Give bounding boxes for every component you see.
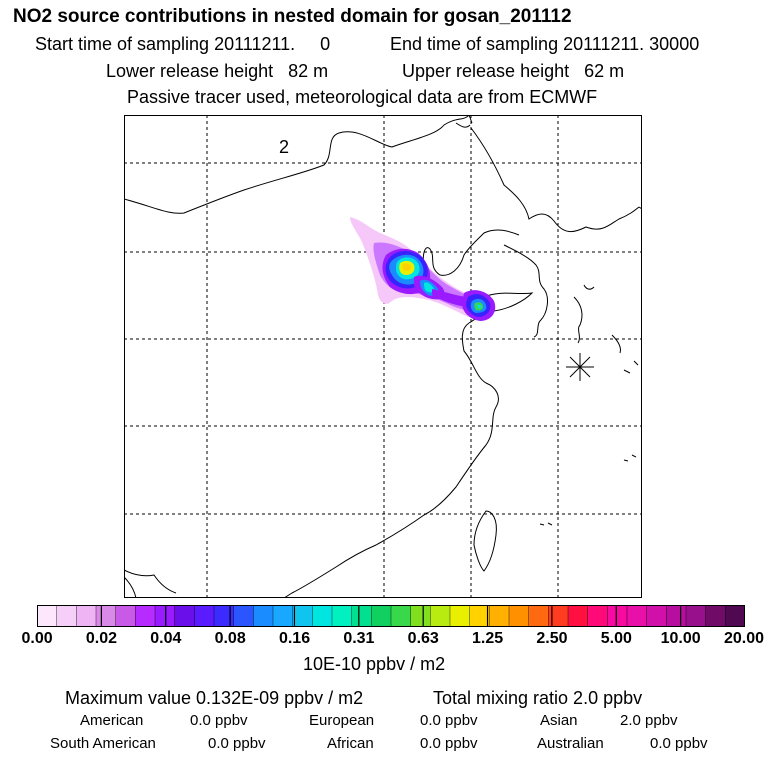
colorbar-cell: [233, 605, 255, 627]
colorbar-tick-label: 0.63: [407, 630, 439, 647]
colorbar-tick-label: 5.00: [600, 630, 632, 647]
colorbar-cell: [430, 605, 451, 627]
colorbar-cell: [174, 605, 196, 627]
colorbar-cell: [213, 605, 235, 627]
colorbar-cell: [76, 605, 97, 627]
colorbar-cell: [626, 605, 648, 627]
colorbar-tick-label: 0.08: [214, 630, 246, 647]
colorbar-cell: [154, 605, 176, 627]
colorbar-cell: [312, 605, 333, 627]
page-title: NO2 source contributions in nested domai…: [13, 6, 572, 27]
colorbar-tick-label: 0.31: [343, 630, 375, 647]
colorbar-tick-label: 20.00: [724, 630, 765, 647]
american-value: 0.0 ppbv: [190, 712, 248, 729]
colorbar-cell: [449, 605, 471, 627]
european-value: 0.0 ppbv: [420, 712, 478, 729]
colorbar-tick-label: 0.16: [278, 630, 311, 647]
tracer-note-text: Passive tracer used, meteorological data…: [127, 87, 598, 107]
colorbar-cell: [469, 605, 491, 627]
colorbar-cell: [253, 605, 274, 627]
colorbar-unit: 10E-10 ppbv / m2: [303, 654, 446, 674]
colorbar-tick-label: 2.50: [536, 630, 568, 647]
colorbar-tick-label: 10.00: [660, 630, 701, 647]
colorbar-cell: [725, 605, 745, 627]
colorbar-cell: [272, 605, 294, 627]
colorbar-cell: [685, 605, 707, 627]
graticule: [124, 115, 642, 598]
colorbar-cell: [508, 605, 530, 627]
colorbar-cell: [567, 605, 589, 627]
colorbar-tick-label: 0.04: [150, 630, 182, 647]
colorbar-tick-label: 0.00: [21, 630, 53, 647]
colorbar-cell: [331, 605, 353, 627]
australian-value: 0.0 ppbv: [650, 735, 708, 752]
colorbar-cell: [351, 605, 373, 627]
end-time-text: End time of sampling 20111211. 30000: [390, 34, 700, 54]
coastlines: [124, 115, 642, 598]
colorbar-cell: [95, 605, 117, 627]
colorbar-cell: [390, 605, 412, 627]
african-label: African: [327, 735, 374, 752]
colorbar-tick-label: 1.25: [472, 630, 504, 647]
colorbar-cell: [587, 605, 609, 627]
american-label: American: [80, 712, 144, 729]
tracer-plume: [350, 217, 496, 321]
colorbar-cell: [666, 605, 687, 627]
south-american-value: 0.0 ppbv: [208, 735, 266, 752]
max-value-text: Maximum value 0.132E-09 ppbv / m2: [65, 688, 364, 708]
european-label: European: [309, 712, 375, 729]
start-time-text: Start time of sampling 20111211. 0: [35, 34, 331, 54]
colorbar-cell: [115, 605, 137, 627]
lower-release-text: Lower release height 82 m: [106, 61, 329, 81]
colorbar-cell: [292, 605, 314, 627]
colorbar: [37, 605, 745, 627]
colorbar-cell: [607, 605, 628, 627]
colorbar-cell: [646, 605, 668, 627]
total-mixing-text: Total mixing ratio 2.0 ppbv: [433, 688, 643, 708]
asterisk-icon: [566, 353, 594, 381]
colorbar-cell: [410, 605, 432, 627]
colorbar-cell: [135, 605, 156, 627]
colorbar-cell: [194, 605, 215, 627]
upper-release-text: Upper release height 62 m: [402, 61, 625, 81]
colorbar-cell: [489, 605, 510, 627]
australian-label: Australian: [537, 735, 604, 752]
african-value: 0.0 ppbv: [420, 735, 478, 752]
map-panel: 2: [124, 115, 642, 598]
colorbar-cell: [705, 605, 727, 627]
south-american-label: South American: [50, 735, 156, 752]
colorbar-tick-label: 0.02: [85, 630, 117, 647]
panel-label: 2: [279, 137, 289, 157]
asian-value: 2.0 ppbv: [620, 712, 678, 729]
colorbar-cell: [371, 605, 392, 627]
asian-label: Asian: [540, 712, 578, 729]
colorbar-cell: [37, 605, 58, 627]
colorbar-cell: [528, 605, 550, 627]
colorbar-cell: [56, 605, 78, 627]
